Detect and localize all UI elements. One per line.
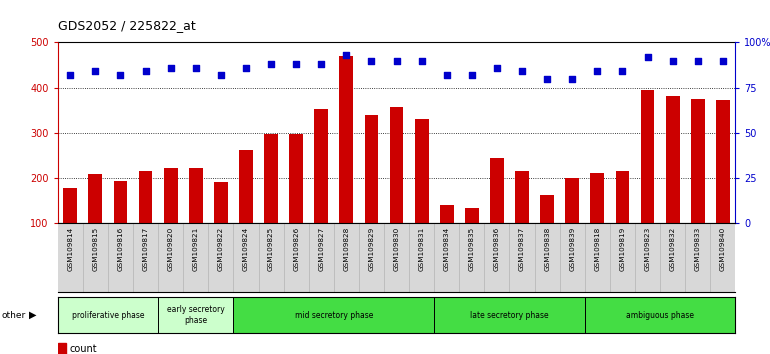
Bar — [465, 208, 479, 223]
Text: GSM109825: GSM109825 — [268, 227, 274, 271]
Text: mid secretory phase: mid secretory phase — [295, 310, 373, 320]
Bar — [58, 297, 158, 333]
Bar — [63, 188, 77, 223]
Text: proliferative phase: proliferative phase — [72, 310, 144, 320]
Point — [466, 72, 478, 78]
Text: GSM109836: GSM109836 — [494, 227, 500, 271]
Point — [541, 76, 554, 81]
Text: ambiguous phase: ambiguous phase — [626, 310, 694, 320]
Point — [139, 69, 152, 74]
Bar — [58, 343, 66, 354]
Point — [717, 58, 729, 63]
Text: GSM109815: GSM109815 — [92, 227, 99, 271]
Bar — [290, 134, 303, 223]
Text: GSM109826: GSM109826 — [293, 227, 300, 271]
Text: GSM109831: GSM109831 — [419, 227, 424, 271]
Bar — [114, 182, 127, 223]
Point — [490, 65, 503, 70]
Text: GSM109839: GSM109839 — [569, 227, 575, 271]
Text: GSM109838: GSM109838 — [544, 227, 550, 271]
Text: GSM109821: GSM109821 — [192, 227, 199, 271]
Bar — [440, 205, 454, 223]
Bar — [565, 178, 579, 223]
Bar — [189, 167, 203, 223]
Bar — [666, 96, 679, 223]
Text: GSM109823: GSM109823 — [644, 227, 651, 271]
Text: GSM109828: GSM109828 — [343, 227, 350, 271]
Text: other: other — [2, 310, 25, 320]
Bar — [364, 115, 378, 223]
Point — [114, 72, 126, 78]
Text: late secretory phase: late secretory phase — [470, 310, 549, 320]
Bar — [615, 171, 629, 223]
Point — [566, 76, 578, 81]
Point — [239, 65, 252, 70]
Point — [89, 69, 102, 74]
Point — [290, 61, 303, 67]
Point — [591, 69, 604, 74]
Text: early secretory
phase: early secretory phase — [167, 306, 225, 325]
Bar — [390, 107, 403, 223]
Text: GSM109819: GSM109819 — [619, 227, 625, 271]
Point — [365, 58, 377, 63]
Text: GSM109818: GSM109818 — [594, 227, 601, 271]
Bar — [264, 134, 278, 223]
Text: count: count — [69, 344, 97, 354]
Text: GSM109829: GSM109829 — [369, 227, 374, 271]
Text: GSM109840: GSM109840 — [720, 227, 726, 271]
Point — [616, 69, 628, 74]
Bar — [89, 174, 102, 223]
Text: GSM109827: GSM109827 — [318, 227, 324, 271]
Text: GSM109817: GSM109817 — [142, 227, 149, 271]
Bar — [233, 297, 434, 333]
Text: GSM109837: GSM109837 — [519, 227, 525, 271]
Text: GSM109822: GSM109822 — [218, 227, 224, 271]
Bar — [158, 297, 233, 333]
Text: GDS2052 / 225822_at: GDS2052 / 225822_at — [58, 19, 196, 33]
Point — [215, 72, 227, 78]
Bar — [691, 99, 705, 223]
Bar — [139, 171, 152, 223]
Point — [641, 54, 654, 60]
Bar — [239, 150, 253, 223]
Point — [64, 72, 76, 78]
Point — [265, 61, 277, 67]
Bar — [434, 297, 584, 333]
Bar — [584, 297, 735, 333]
Text: GSM109830: GSM109830 — [393, 227, 400, 271]
Text: GSM109833: GSM109833 — [695, 227, 701, 271]
Point — [340, 52, 353, 58]
Bar — [164, 169, 178, 223]
Point — [667, 58, 679, 63]
Bar — [716, 100, 730, 223]
Bar — [415, 119, 429, 223]
Bar — [641, 90, 654, 223]
Text: GSM109820: GSM109820 — [168, 227, 174, 271]
Text: ▶: ▶ — [29, 310, 37, 320]
Point — [189, 65, 202, 70]
Text: GSM109834: GSM109834 — [444, 227, 450, 271]
Bar — [490, 159, 504, 223]
Text: GSM109816: GSM109816 — [118, 227, 123, 271]
Text: GSM109835: GSM109835 — [469, 227, 475, 271]
Text: GSM109832: GSM109832 — [670, 227, 675, 271]
Bar — [591, 173, 604, 223]
Text: GSM109814: GSM109814 — [67, 227, 73, 271]
Bar — [515, 171, 529, 223]
Bar — [340, 56, 353, 223]
Bar — [541, 195, 554, 223]
Point — [416, 58, 428, 63]
Bar — [214, 182, 228, 223]
Point — [516, 69, 528, 74]
Point — [315, 61, 327, 67]
Point — [165, 65, 177, 70]
Bar — [314, 109, 328, 223]
Point — [440, 72, 453, 78]
Point — [691, 58, 704, 63]
Text: GSM109824: GSM109824 — [243, 227, 249, 271]
Point — [390, 58, 403, 63]
